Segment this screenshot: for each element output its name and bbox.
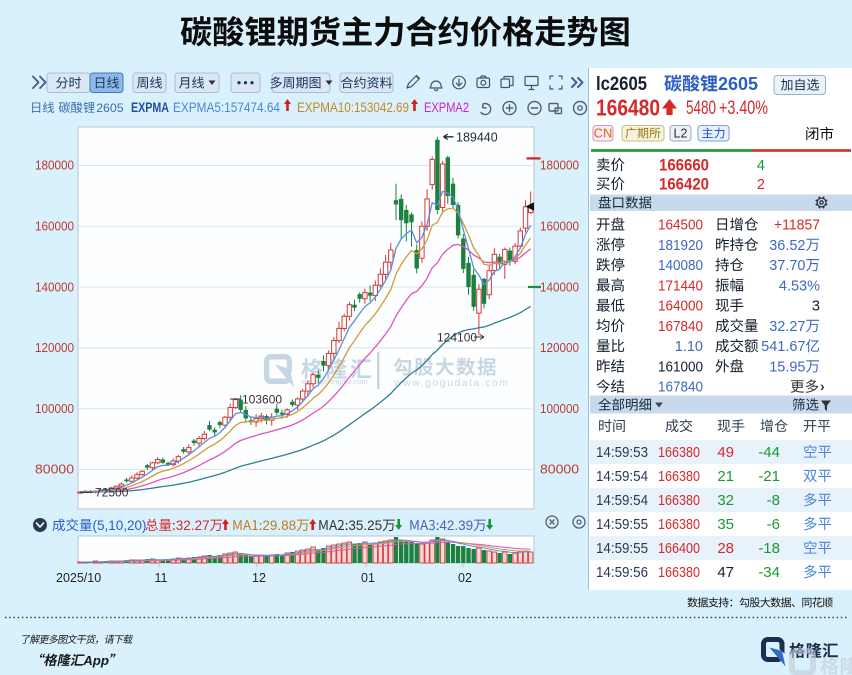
svg-text:14:59:53: 14:59:53 xyxy=(596,444,648,461)
svg-text:(5,10,20): (5,10,20) xyxy=(93,518,147,533)
svg-text:140000: 140000 xyxy=(540,280,579,294)
svg-text:14:59:55: 14:59:55 xyxy=(596,540,648,557)
svg-text:166380: 166380 xyxy=(658,444,700,461)
svg-text:72500: 72500 xyxy=(95,486,129,500)
svg-text:-6: -6 xyxy=(767,516,780,533)
svg-text:80000: 80000 xyxy=(35,463,74,477)
svg-text:21: 21 xyxy=(717,468,734,485)
svg-text:160000: 160000 xyxy=(35,220,74,234)
svg-text:32.27: 32.27 xyxy=(769,319,805,335)
svg-text:L2: L2 xyxy=(674,127,688,141)
svg-text:+11857: +11857 xyxy=(774,218,820,234)
svg-text:12: 12 xyxy=(252,571,266,585)
svg-text:166480: 166480 xyxy=(596,95,660,121)
svg-text:1.10: 1.10 xyxy=(675,339,703,355)
svg-text:166380: 166380 xyxy=(658,468,700,485)
svg-text:-18: -18 xyxy=(758,540,780,557)
svg-text:166380: 166380 xyxy=(658,564,700,581)
svg-text:-8: -8 xyxy=(767,492,780,509)
svg-text:124100: 124100 xyxy=(437,330,477,344)
svg-text:161000: 161000 xyxy=(658,359,703,375)
svg-text:167840: 167840 xyxy=(658,380,703,396)
svg-text:35: 35 xyxy=(717,516,734,533)
svg-text:35.25: 35.25 xyxy=(348,518,382,533)
svg-text:›: › xyxy=(820,378,825,394)
svg-text:28: 28 xyxy=(717,540,734,557)
svg-text:167840: 167840 xyxy=(658,319,703,335)
svg-text:4.53%: 4.53% xyxy=(779,278,820,294)
svg-text:2605: 2605 xyxy=(718,74,758,94)
svg-text:140080: 140080 xyxy=(658,258,703,274)
svg-text:103600: 103600 xyxy=(242,392,282,406)
svg-text:37.70: 37.70 xyxy=(769,258,805,274)
svg-text:49: 49 xyxy=(717,444,734,461)
svg-text:14:59:56: 14:59:56 xyxy=(596,564,648,581)
svg-text:2: 2 xyxy=(757,177,765,193)
svg-text:EXPMA: EXPMA xyxy=(131,100,169,115)
svg-text:32: 32 xyxy=(717,492,734,509)
svg-text:EXPMA5:157474.64: EXPMA5:157474.64 xyxy=(173,100,280,115)
svg-text:36.52: 36.52 xyxy=(769,238,805,254)
svg-text:-34: -34 xyxy=(758,564,780,581)
svg-text:15.95: 15.95 xyxy=(769,359,805,375)
svg-text:42.39: 42.39 xyxy=(439,518,473,533)
svg-text:-44: -44 xyxy=(758,444,780,461)
svg-text:2605: 2605 xyxy=(96,101,124,115)
svg-text:14:59:55: 14:59:55 xyxy=(596,516,648,533)
svg-text:80000: 80000 xyxy=(540,463,579,477)
svg-text:100000: 100000 xyxy=(540,402,579,416)
svg-text:4: 4 xyxy=(757,158,765,174)
svg-text:11: 11 xyxy=(155,571,168,585)
svg-text:166380: 166380 xyxy=(658,516,700,533)
svg-text:181920: 181920 xyxy=(658,238,703,254)
svg-text:160000: 160000 xyxy=(540,220,579,234)
svg-text:32.27: 32.27 xyxy=(176,518,210,533)
svg-text:120000: 120000 xyxy=(35,341,74,355)
svg-text:140000: 140000 xyxy=(35,280,74,294)
svg-text:02: 02 xyxy=(458,571,472,585)
svg-text:lc2605: lc2605 xyxy=(596,74,647,95)
svg-text:541.67: 541.67 xyxy=(761,339,805,355)
svg-text:5480: 5480 xyxy=(686,98,716,119)
svg-text:2025/10: 2025/10 xyxy=(56,571,101,585)
svg-text:EXPMA10:153042.69: EXPMA10:153042.69 xyxy=(297,100,409,115)
svg-text:189440: 189440 xyxy=(456,130,498,144)
svg-text:164000: 164000 xyxy=(658,299,703,315)
svg-text:120000: 120000 xyxy=(540,341,579,355)
svg-text:171440: 171440 xyxy=(658,278,703,294)
svg-text:CN: CN xyxy=(594,126,613,141)
svg-text:14:59:54: 14:59:54 xyxy=(596,492,648,509)
svg-text:EXPMA2: EXPMA2 xyxy=(424,100,469,115)
svg-text:-21: -21 xyxy=(758,468,780,485)
svg-text:www.gelonghui.com: www.gelonghui.com xyxy=(300,377,368,386)
svg-text:164500: 164500 xyxy=(658,218,703,234)
svg-text:29.88: 29.88 xyxy=(262,518,296,533)
svg-text:www.gogudata.com: www.gogudata.com xyxy=(393,377,510,389)
svg-text:01: 01 xyxy=(361,571,375,585)
svg-text:180000: 180000 xyxy=(35,159,74,173)
svg-text:166420: 166420 xyxy=(659,175,709,194)
svg-text:100000: 100000 xyxy=(35,402,74,416)
svg-text:166380: 166380 xyxy=(658,492,700,509)
svg-text:+3.40%: +3.40% xyxy=(719,98,768,119)
svg-text:180000: 180000 xyxy=(540,159,579,173)
svg-text:App: App xyxy=(82,653,109,668)
svg-text:14:59:54: 14:59:54 xyxy=(596,468,648,485)
svg-text:166400: 166400 xyxy=(658,540,700,557)
svg-text:3: 3 xyxy=(812,299,820,315)
svg-text:166660: 166660 xyxy=(659,156,709,175)
svg-text:47: 47 xyxy=(717,564,734,581)
